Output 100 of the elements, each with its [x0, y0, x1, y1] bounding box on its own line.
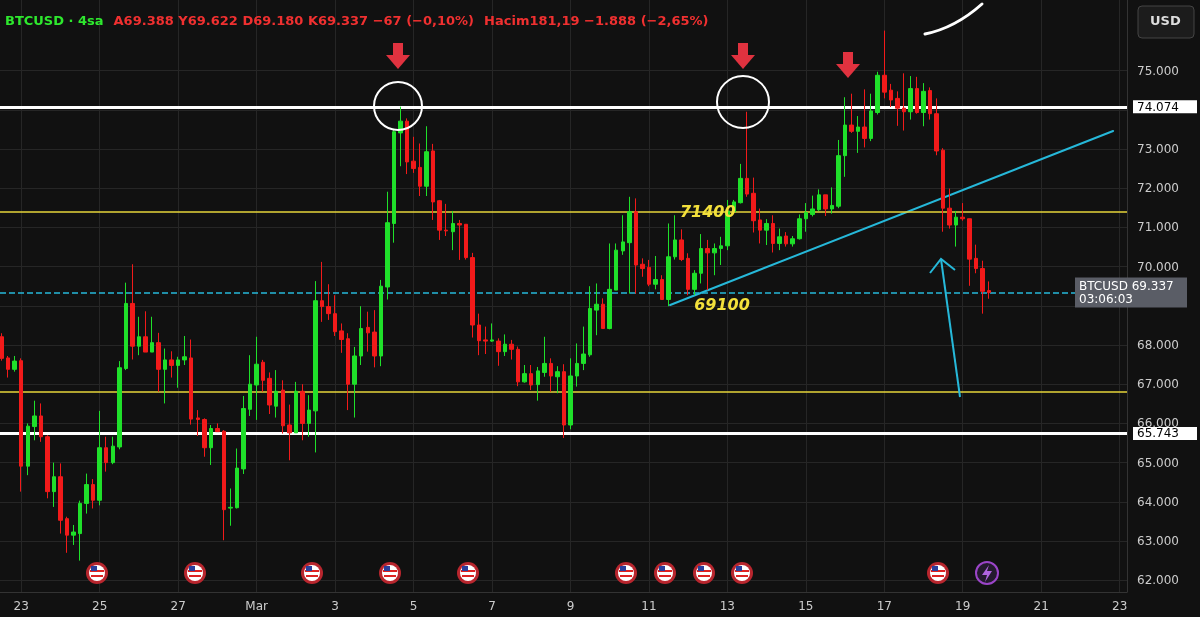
candlestick — [156, 332, 161, 393]
candlestick — [58, 462, 63, 535]
candlestick — [751, 177, 756, 233]
annotation: 69100 — [694, 294, 750, 314]
ref-line-label: BTCUSD 69.337 03:06:03 — [1079, 279, 1178, 307]
candlestick — [496, 337, 501, 367]
candlestick — [52, 462, 56, 508]
candlestick — [97, 410, 102, 506]
candlestick — [921, 82, 926, 127]
candlestick — [974, 244, 978, 274]
candlestick — [0, 332, 4, 362]
candlestick — [692, 269, 697, 296]
candlestick — [326, 283, 331, 321]
candlestick — [124, 282, 128, 371]
x-tick-label: 21 — [1033, 599, 1049, 613]
candlestick — [836, 139, 841, 209]
candlestick — [509, 339, 514, 361]
x-tick-label: 17 — [876, 599, 892, 613]
candlestick — [679, 228, 684, 262]
candlestick — [849, 93, 854, 134]
candlestick — [477, 313, 481, 356]
candlestick — [516, 346, 520, 387]
candlestick — [437, 199, 442, 241]
candlestick — [673, 214, 677, 261]
candlestick — [313, 280, 318, 453]
candlestick — [405, 117, 409, 175]
x-tick-label: 9 — [566, 599, 575, 613]
candlestick — [869, 93, 873, 142]
ref-line-label: 65.743 — [1137, 426, 1179, 441]
candlestick — [91, 478, 95, 509]
candlestick — [392, 128, 396, 244]
x-tick-label: 11 — [641, 599, 657, 613]
candlestick — [254, 336, 259, 421]
candlestick — [333, 294, 337, 337]
candlestick — [660, 274, 664, 301]
x-tick-label: Mar — [245, 599, 269, 613]
candlestick — [889, 83, 893, 108]
candlestick — [248, 354, 252, 417]
candlestick — [614, 242, 618, 291]
candlestick — [934, 97, 939, 156]
candlestick — [987, 280, 991, 300]
candlestick — [366, 311, 370, 353]
candlestick — [196, 409, 200, 437]
candlestick — [431, 143, 435, 221]
candlestick — [568, 357, 573, 430]
candlestick — [26, 422, 30, 476]
candlestick — [372, 309, 377, 368]
candlestick — [12, 355, 17, 373]
candlestick — [712, 242, 717, 276]
candlestick — [137, 316, 141, 356]
candlestick — [699, 233, 703, 284]
candlestick — [143, 310, 148, 353]
candlestick — [653, 255, 658, 290]
candlestick — [875, 71, 880, 115]
candlestick — [804, 202, 808, 233]
y-tick-label: 62.000 — [1137, 573, 1179, 588]
candlestick — [594, 282, 599, 336]
candlestick — [444, 203, 448, 237]
candlestick — [575, 342, 579, 388]
y-tick-label: 68.000 — [1137, 338, 1179, 353]
candlestick — [470, 252, 475, 339]
x-tick-label: 19 — [955, 599, 971, 613]
candlestick — [719, 236, 723, 266]
candlestick — [84, 473, 89, 515]
x-tick-label: 25 — [92, 599, 108, 613]
y-tick-label: 72.000 — [1137, 181, 1179, 196]
candlestick — [810, 195, 815, 217]
x-tick-label: 27 — [170, 599, 186, 613]
x-tick-label: 15 — [798, 599, 814, 613]
y-tick-label: 64.000 — [1137, 494, 1179, 509]
annotation: Hacim181,19 −1.888 (−2,65%) — [484, 12, 709, 28]
y-tick-label: 63.000 — [1137, 534, 1179, 549]
candlestick — [287, 404, 292, 461]
candlestick — [339, 322, 344, 354]
candlestick — [960, 202, 965, 222]
candlestick — [902, 72, 906, 132]
candlestick — [621, 214, 625, 256]
candlestick — [536, 366, 540, 402]
candlestick — [111, 436, 115, 465]
candlestick — [784, 231, 788, 248]
candlestick — [542, 336, 547, 378]
candlestick — [117, 360, 122, 450]
candlestick — [607, 242, 612, 330]
candlestick — [6, 355, 10, 379]
candlestick — [483, 326, 488, 355]
candlestick — [385, 191, 390, 301]
candlestick — [457, 219, 462, 261]
y-tick-label: 73.000 — [1137, 141, 1179, 156]
candlestick — [274, 369, 278, 419]
candlestick — [235, 448, 239, 509]
candlestick — [967, 218, 972, 287]
candlestick — [634, 197, 638, 295]
candlestick — [745, 111, 749, 198]
candlestick — [307, 394, 311, 438]
candlestick — [856, 115, 860, 154]
candlestick — [490, 322, 494, 343]
candlestick — [294, 381, 298, 434]
x-tick-label: 3 — [331, 599, 339, 613]
candlestick — [830, 186, 834, 215]
ref-line-label: 74.074 — [1137, 99, 1179, 114]
